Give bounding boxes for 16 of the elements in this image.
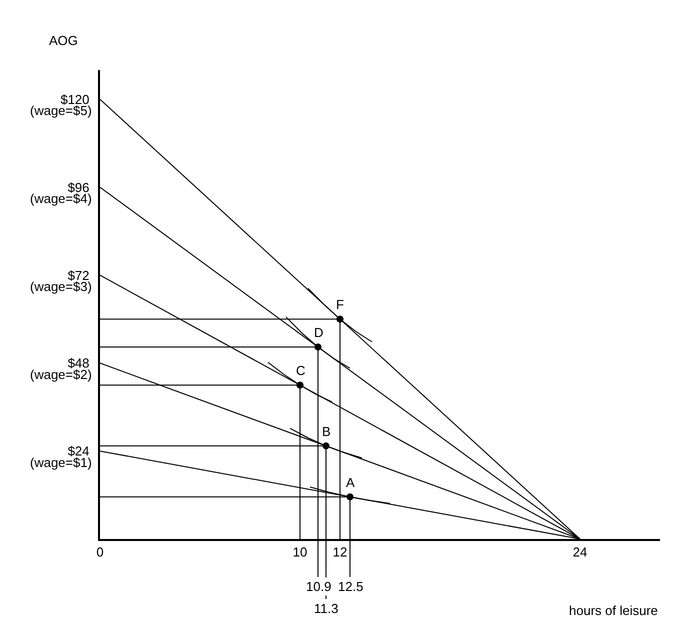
annotation: 11.3 bbox=[314, 601, 338, 616]
annotation: D bbox=[314, 325, 324, 340]
annotation: F bbox=[336, 297, 344, 312]
annotation: 10.9 bbox=[306, 579, 332, 594]
y-axis-title: AOG bbox=[49, 33, 78, 48]
x-tick-label: 0 bbox=[96, 544, 104, 560]
annotation: (wage=$1) bbox=[30, 455, 92, 470]
x-tick-label: 12 bbox=[332, 544, 348, 560]
x-tick-label: 24 bbox=[572, 544, 588, 560]
annotation: A bbox=[346, 475, 355, 490]
annotation: 12.5 bbox=[338, 579, 364, 594]
annotation: (wage=$2) bbox=[30, 367, 92, 382]
annotation: B bbox=[322, 424, 331, 439]
x-tick-label: 10 bbox=[292, 544, 308, 560]
annotation: C bbox=[296, 363, 306, 378]
x-axis-title: hours of leisure bbox=[569, 603, 658, 618]
